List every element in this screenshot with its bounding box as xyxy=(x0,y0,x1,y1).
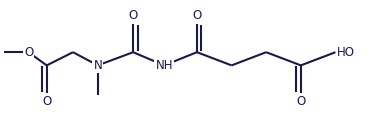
Text: O: O xyxy=(192,9,202,22)
Text: O: O xyxy=(24,46,33,59)
Text: HO: HO xyxy=(337,46,355,59)
Text: O: O xyxy=(128,9,138,22)
Text: O: O xyxy=(42,95,51,108)
Text: O: O xyxy=(296,95,305,108)
Text: N: N xyxy=(93,59,102,72)
Text: NH: NH xyxy=(155,59,173,72)
